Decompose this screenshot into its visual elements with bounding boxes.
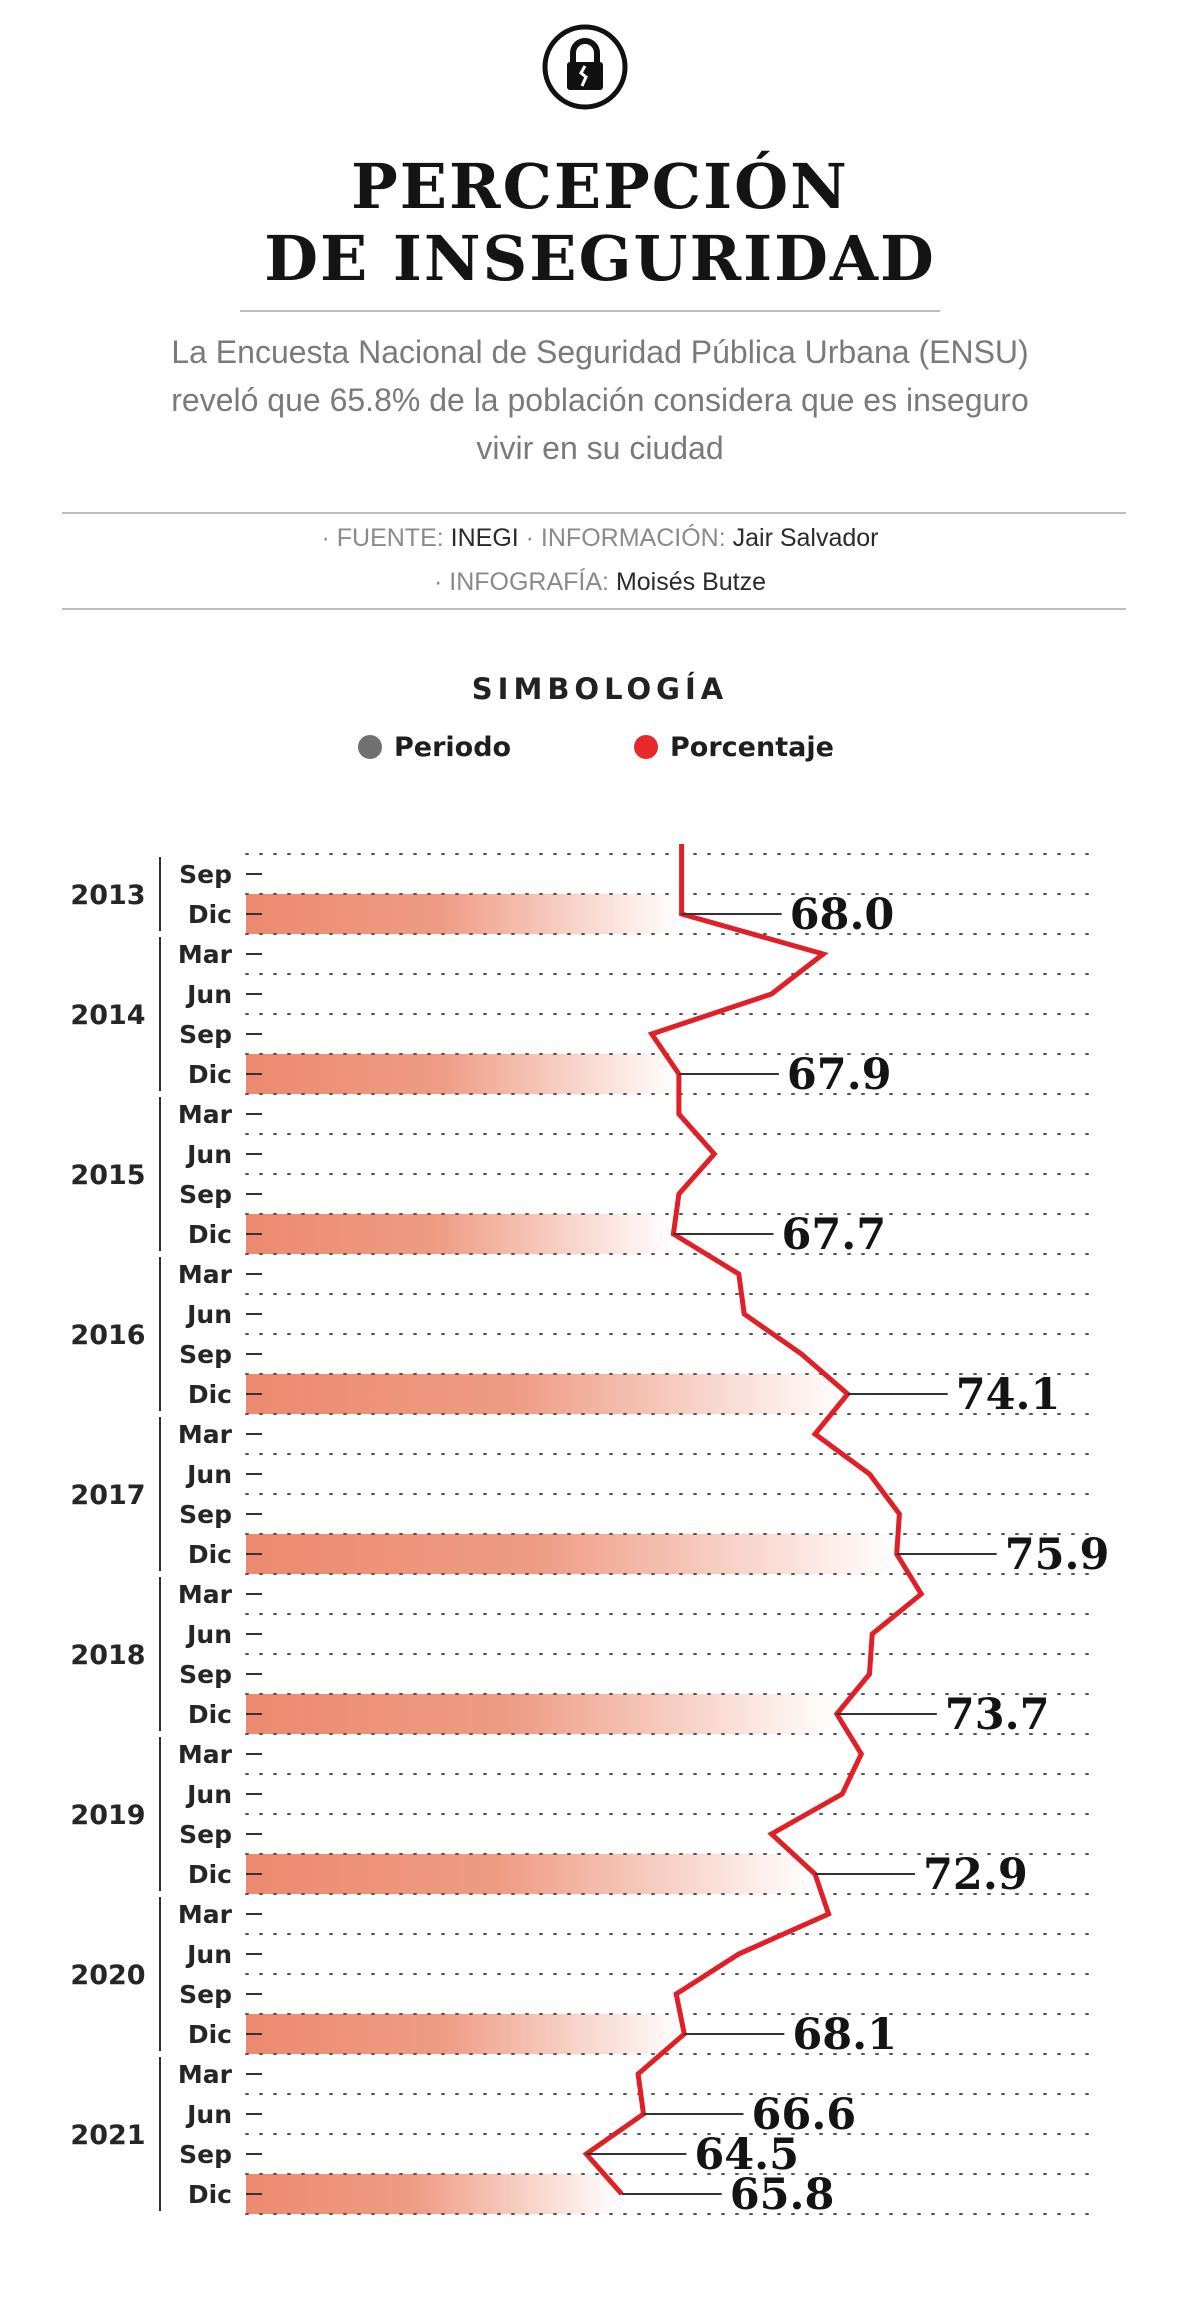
period-bar — [246, 1854, 816, 1894]
month-label: Sep — [179, 1980, 232, 2009]
credit-value: INEGI — [450, 524, 519, 552]
month-label: Sep — [179, 2140, 232, 2169]
legend-dot-periodo — [358, 735, 382, 759]
value-label: 73.7 — [945, 1690, 1050, 1740]
credit-key: · INFOGRAFÍA: — [433, 568, 616, 596]
month-label: Jun — [185, 1780, 232, 1809]
month-label: Dic — [188, 1700, 232, 1729]
period-bar — [246, 894, 682, 934]
month-label: Dic — [188, 1380, 232, 1409]
year-label: 2016 — [70, 1320, 145, 1351]
year-label: 2021 — [70, 2120, 145, 2151]
year-label: 2014 — [70, 1000, 145, 1031]
month-label: Mar — [178, 1740, 233, 1769]
title-divider — [240, 310, 940, 312]
month-label: Mar — [178, 940, 233, 969]
credit-value: Moisés Butze — [615, 568, 766, 596]
legend-label-periodo: Periodo — [394, 731, 512, 763]
month-label: Jun — [185, 1140, 232, 1169]
title-line-2: DE INSEGURIDAD — [264, 222, 936, 295]
year-label: 2013 — [70, 880, 145, 911]
month-label: Jun — [185, 1620, 232, 1649]
value-label: 67.7 — [781, 1210, 886, 1260]
month-label: Dic — [188, 1220, 232, 1249]
value-label: 75.9 — [1005, 1530, 1110, 1580]
padlock-icon — [542, 24, 628, 110]
legend-item-periodo: Periodo — [358, 730, 511, 764]
year-label: 2018 — [70, 1640, 145, 1671]
month-label: Dic — [188, 2020, 232, 2049]
credits-line-1: · FUENTE: INEGI · INFORMACIÓN: Jair Salv… — [0, 524, 1200, 553]
month-label: Sep — [179, 1820, 232, 1849]
month-label: Jun — [185, 2100, 232, 2129]
month-label: Dic — [188, 1060, 232, 1089]
period-bar — [246, 2014, 685, 2054]
credits-bottom-divider — [62, 608, 1126, 610]
month-label: Sep — [179, 1340, 232, 1369]
value-label: 64.5 — [694, 2130, 799, 2180]
legend-dot-porcentaje — [634, 735, 658, 759]
year-label: 2019 — [70, 1800, 145, 1831]
month-label: Dic — [188, 2180, 232, 2209]
credits-line-2: · INFOGRAFÍA: Moisés Butze — [0, 568, 1200, 597]
value-label: 66.6 — [751, 2090, 856, 2140]
month-label: Dic — [188, 900, 232, 929]
month-label: Mar — [178, 1100, 233, 1129]
month-label: Jun — [185, 1940, 232, 1969]
legend-title: SIMBOLOGÍA — [471, 672, 729, 706]
credit-key: · FUENTE: — [321, 524, 451, 552]
month-label: Mar — [178, 2060, 233, 2089]
period-bar — [246, 1694, 837, 1734]
credit-key: · INFORMACIÓN: — [518, 524, 733, 552]
month-label: Sep — [179, 1020, 232, 1049]
period-bar — [246, 1214, 674, 1254]
period-bar — [246, 1374, 848, 1414]
value-label: 68.1 — [792, 2010, 897, 2060]
month-label: Mar — [178, 1900, 233, 1929]
subtitle: La Encuesta Nacional de Seguridad Públic… — [171, 334, 1029, 466]
month-label: Dic — [188, 1860, 232, 1889]
period-bar — [246, 2174, 622, 2214]
period-bar — [246, 1054, 679, 1094]
month-label: Dic — [188, 1540, 232, 1569]
value-label: 74.1 — [956, 1370, 1061, 1420]
month-label: Sep — [179, 1500, 232, 1529]
month-label: Mar — [178, 1580, 233, 1609]
month-label: Jun — [185, 980, 232, 1009]
percentage-line — [582, 844, 925, 2196]
value-label: 67.9 — [787, 1050, 892, 1100]
month-label: Mar — [178, 1260, 233, 1289]
year-label: 2015 — [70, 1160, 145, 1191]
month-label: Jun — [185, 1300, 232, 1329]
period-bar — [246, 1534, 897, 1574]
year-label: 2017 — [70, 1480, 145, 1511]
month-label: Sep — [179, 1180, 232, 1209]
legend-label-porcentaje: Porcentaje — [670, 731, 834, 763]
month-label: Jun — [185, 1460, 232, 1489]
year-label: 2020 — [70, 1960, 145, 1991]
credit-value: Jair Salvador — [732, 524, 879, 552]
value-label: 65.8 — [730, 2170, 835, 2220]
month-label: Mar — [178, 1420, 233, 1449]
title-line-1: PERCEPCIÓN — [351, 150, 849, 223]
credits-top-divider — [62, 512, 1126, 514]
value-label: 72.9 — [923, 1850, 1028, 1900]
month-label: Sep — [179, 1660, 232, 1689]
legend-item-porcentaje: Porcentaje — [634, 730, 834, 764]
month-label: Sep — [179, 860, 232, 889]
value-label: 68.0 — [790, 890, 895, 940]
